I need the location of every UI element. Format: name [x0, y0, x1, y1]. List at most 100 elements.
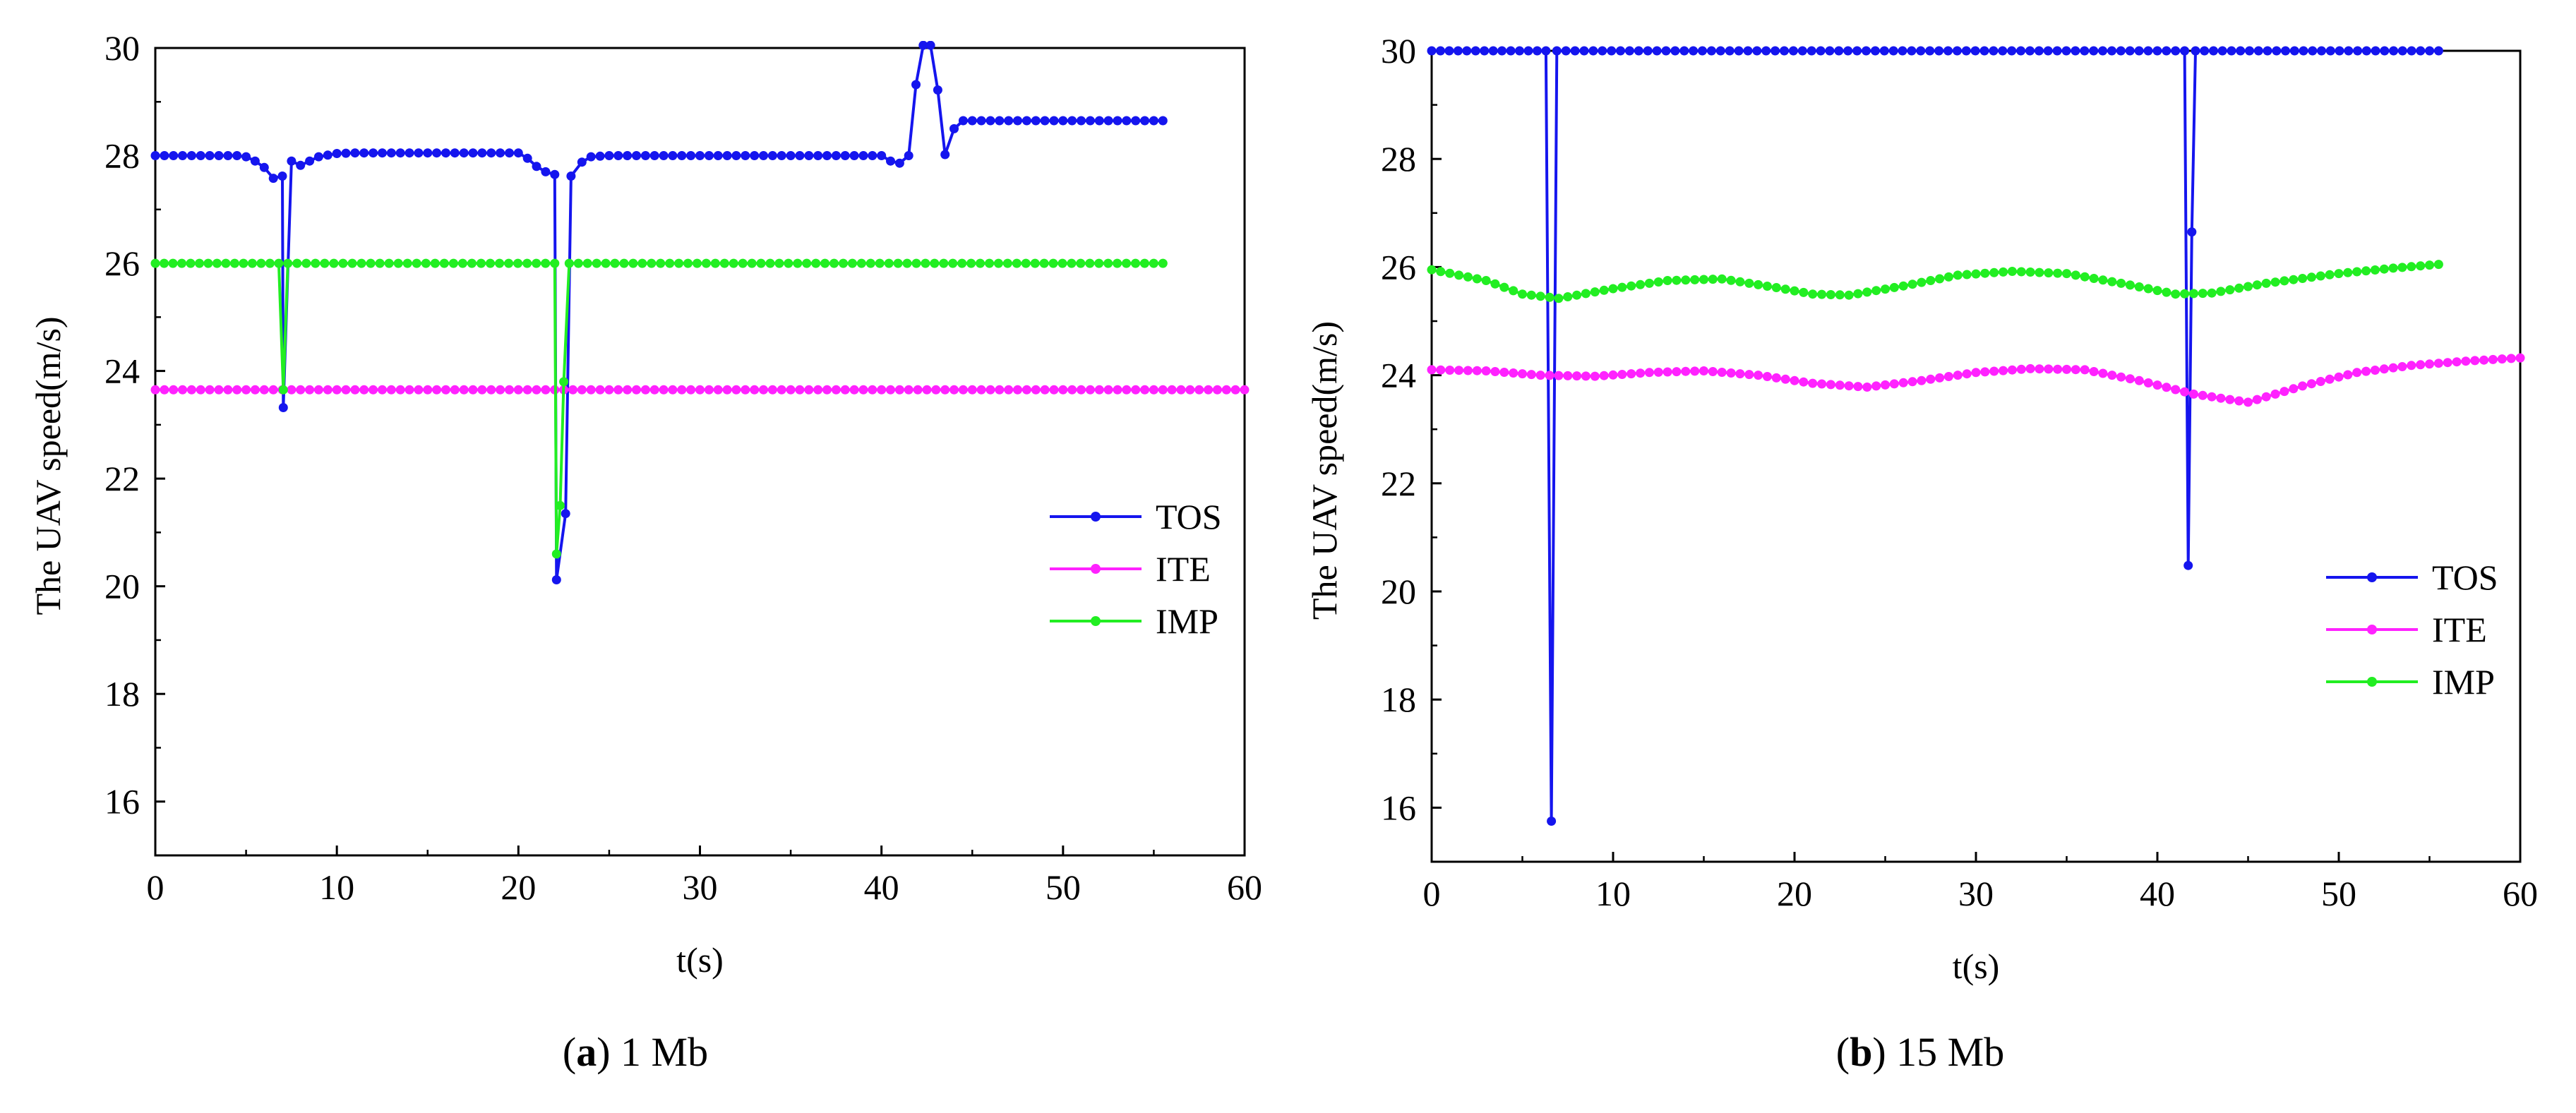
data-point	[930, 258, 940, 268]
data-point	[649, 151, 659, 160]
data-point	[1598, 46, 1607, 56]
data-point	[902, 258, 912, 268]
y-tick-label: 20	[104, 567, 140, 606]
data-point	[1094, 258, 1104, 268]
data-point	[858, 151, 868, 160]
data-point	[2361, 366, 2371, 376]
data-point	[2280, 276, 2289, 286]
data-point	[1690, 275, 1700, 284]
data-point	[1917, 277, 1927, 287]
data-point	[839, 258, 848, 268]
data-point	[1021, 258, 1031, 268]
caption-a: (a) 1 Mb	[563, 1029, 708, 1075]
data-point	[1518, 369, 1527, 379]
legend-marker-tos	[1091, 512, 1101, 522]
data-point	[2298, 274, 2308, 283]
data-point	[1113, 258, 1122, 268]
data-point	[2180, 289, 2190, 299]
data-point	[423, 148, 433, 158]
data-point	[450, 385, 460, 395]
data-point	[1771, 373, 1781, 383]
data-point	[2407, 361, 2416, 371]
data-point	[2506, 354, 2516, 363]
data-point	[1888, 46, 1898, 56]
data-point	[1590, 371, 1600, 381]
data-point	[177, 258, 186, 268]
data-point	[2007, 267, 2017, 276]
data-point	[856, 258, 866, 268]
data-point	[283, 258, 293, 268]
data-point	[1004, 116, 1014, 126]
data-point	[2171, 385, 2181, 395]
data-point	[522, 385, 532, 395]
data-point	[2370, 366, 2380, 375]
data-point	[640, 151, 650, 160]
data-point	[259, 385, 269, 395]
data-point	[504, 258, 514, 268]
data-point	[595, 385, 605, 395]
data-point	[239, 258, 248, 268]
data-point	[822, 385, 832, 395]
y-tick-label: 24	[1381, 356, 1416, 395]
data-point	[1077, 116, 1086, 126]
data-point	[2334, 372, 2344, 382]
data-point	[1998, 46, 2008, 56]
data-point	[457, 258, 467, 268]
data-point	[532, 162, 541, 172]
data-point	[1488, 46, 1498, 56]
data-point	[1953, 371, 1963, 380]
data-point	[150, 258, 160, 268]
data-point	[1158, 116, 1168, 126]
data-point	[468, 148, 478, 158]
data-point	[1735, 369, 1745, 379]
data-point	[274, 258, 284, 268]
x-tick-label: 10	[319, 867, 354, 907]
data-point	[767, 385, 777, 395]
data-point	[677, 151, 687, 160]
data-point	[441, 148, 450, 158]
data-point	[1670, 46, 1680, 56]
data-point	[911, 258, 921, 268]
data-point	[1427, 265, 1437, 275]
data-point	[2188, 289, 2198, 299]
data-point	[1917, 375, 1927, 385]
data-point	[877, 151, 887, 160]
data-point	[2252, 395, 2262, 404]
data-point	[203, 258, 213, 268]
data-point	[1030, 258, 1040, 268]
data-point	[604, 151, 614, 160]
data-point	[305, 385, 315, 395]
data-point	[1499, 368, 1509, 377]
data-point	[550, 169, 560, 179]
chart-panel-a: 0 10 20 30 40 50 60 16 18 20 22 24 26 28 30 t(s) The UAV…	[28, 28, 1262, 980]
data-point	[1925, 46, 1935, 56]
data-point	[1076, 258, 1086, 268]
data-point	[566, 172, 576, 181]
data-point	[2308, 46, 2318, 56]
y-tick-label: 26	[104, 243, 140, 283]
data-point	[2016, 267, 2026, 277]
data-point	[341, 385, 351, 395]
data-point	[450, 148, 460, 158]
data-point	[2379, 364, 2389, 374]
data-point	[468, 385, 478, 395]
data-point	[1480, 46, 1490, 56]
data-point	[911, 80, 921, 90]
data-point	[214, 385, 224, 395]
data-point	[250, 156, 260, 166]
data-point	[2370, 265, 2380, 275]
plot-frame	[1430, 49, 2522, 863]
data-point	[573, 258, 583, 268]
data-point	[1436, 267, 1446, 277]
data-point	[1653, 277, 1663, 287]
legend-label-tos: TOS	[1156, 497, 1222, 536]
data-point	[1943, 272, 1953, 282]
data-point	[1563, 371, 1573, 380]
data-point	[2052, 46, 2062, 56]
data-point	[1149, 385, 1158, 395]
data-point	[628, 258, 638, 268]
data-point	[1608, 284, 1618, 294]
data-point	[196, 151, 205, 160]
data-point	[221, 258, 231, 268]
data-point	[1523, 46, 1533, 56]
